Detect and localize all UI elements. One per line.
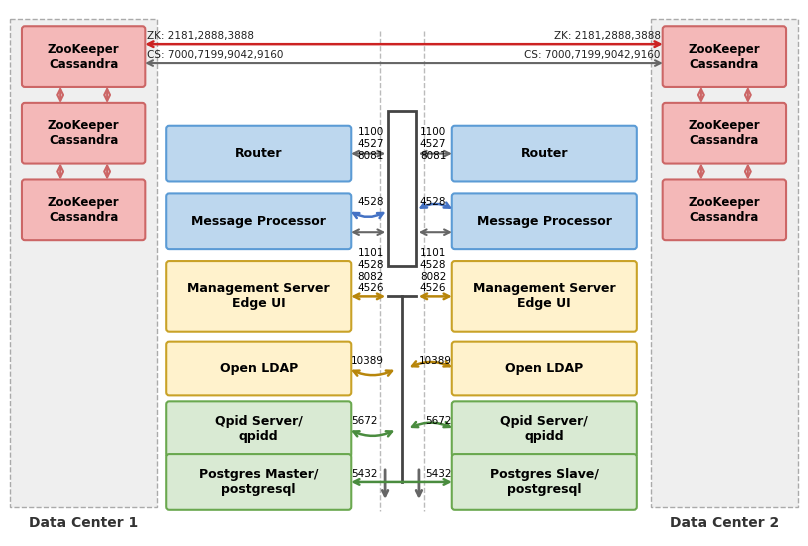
Text: 8081: 8081 [358,151,384,161]
FancyBboxPatch shape [22,180,145,240]
Text: Open LDAP: Open LDAP [220,362,298,375]
Text: ZooKeeper
Cassandra: ZooKeeper Cassandra [688,196,760,224]
Bar [388,111,416,266]
Text: 10389: 10389 [351,355,385,365]
Text: Open LDAP: Open LDAP [505,362,583,375]
Text: Management Server
Edge UI: Management Server Edge UI [187,282,330,310]
Text: 4527: 4527 [358,139,384,149]
Text: Postgres Slave/
postgresql: Postgres Slave/ postgresql [490,468,599,496]
Text: 1101: 1101 [358,248,384,258]
Text: CS: 7000,7199,9042,9160: CS: 7000,7199,9042,9160 [147,50,284,60]
Text: ZK: 2181,2888,3888: ZK: 2181,2888,3888 [147,31,255,41]
FancyBboxPatch shape [663,103,786,164]
Text: ZooKeeper
Cassandra: ZooKeeper Cassandra [688,119,760,147]
Text: ZooKeeper
Cassandra: ZooKeeper Cassandra [688,43,760,70]
Text: ZooKeeper
Cassandra: ZooKeeper Cassandra [48,43,120,70]
Text: CS: 7000,7199,9042,9160: CS: 7000,7199,9042,9160 [524,50,661,60]
Text: 4528: 4528 [420,197,446,207]
Text: Qpid Server/
qpidd: Qpid Server/ qpidd [215,415,303,443]
Text: 1101: 1101 [420,248,446,258]
FancyBboxPatch shape [166,126,351,181]
FancyBboxPatch shape [452,401,637,457]
FancyBboxPatch shape [22,103,145,164]
Text: 5672: 5672 [425,416,452,426]
Bar [10,19,158,507]
FancyBboxPatch shape [663,180,786,240]
Text: 4528: 4528 [420,260,446,270]
FancyBboxPatch shape [663,26,786,87]
Text: 4528: 4528 [358,260,384,270]
Text: 4527: 4527 [420,139,446,149]
Text: 5672: 5672 [351,416,378,426]
Text: 8082: 8082 [358,272,384,282]
Text: ZK: 2181,2888,3888: ZK: 2181,2888,3888 [553,31,661,41]
FancyBboxPatch shape [166,261,351,332]
Text: Management Server
Edge UI: Management Server Edge UI [473,282,616,310]
Text: Data Center 2: Data Center 2 [670,516,779,530]
Text: 1100: 1100 [358,127,384,136]
Text: 8082: 8082 [420,272,446,282]
Text: 8081: 8081 [420,151,446,161]
Text: Router: Router [235,147,283,160]
FancyBboxPatch shape [22,26,145,87]
Text: 4528: 4528 [358,197,384,207]
Text: Router: Router [520,147,568,160]
Text: Data Center 1: Data Center 1 [29,516,138,530]
FancyBboxPatch shape [166,342,351,395]
FancyBboxPatch shape [166,401,351,457]
Text: 5432: 5432 [351,469,378,479]
Text: 10389: 10389 [419,355,452,365]
Text: Message Processor: Message Processor [477,215,612,228]
FancyBboxPatch shape [452,126,637,181]
FancyBboxPatch shape [166,454,351,510]
Text: 4526: 4526 [358,283,384,293]
Text: 4526: 4526 [420,283,446,293]
FancyBboxPatch shape [452,342,637,395]
Text: Qpid Server/
qpidd: Qpid Server/ qpidd [500,415,588,443]
Text: Message Processor: Message Processor [191,215,326,228]
FancyBboxPatch shape [166,193,351,249]
Text: 5432: 5432 [425,469,452,479]
FancyBboxPatch shape [452,454,637,510]
Text: ZooKeeper
Cassandra: ZooKeeper Cassandra [48,119,120,147]
FancyBboxPatch shape [452,261,637,332]
Bar [650,19,798,507]
FancyBboxPatch shape [452,193,637,249]
Text: ZooKeeper
Cassandra: ZooKeeper Cassandra [48,196,120,224]
Text: Postgres Master/
postgresql: Postgres Master/ postgresql [199,468,318,496]
Text: 1100: 1100 [420,127,446,136]
